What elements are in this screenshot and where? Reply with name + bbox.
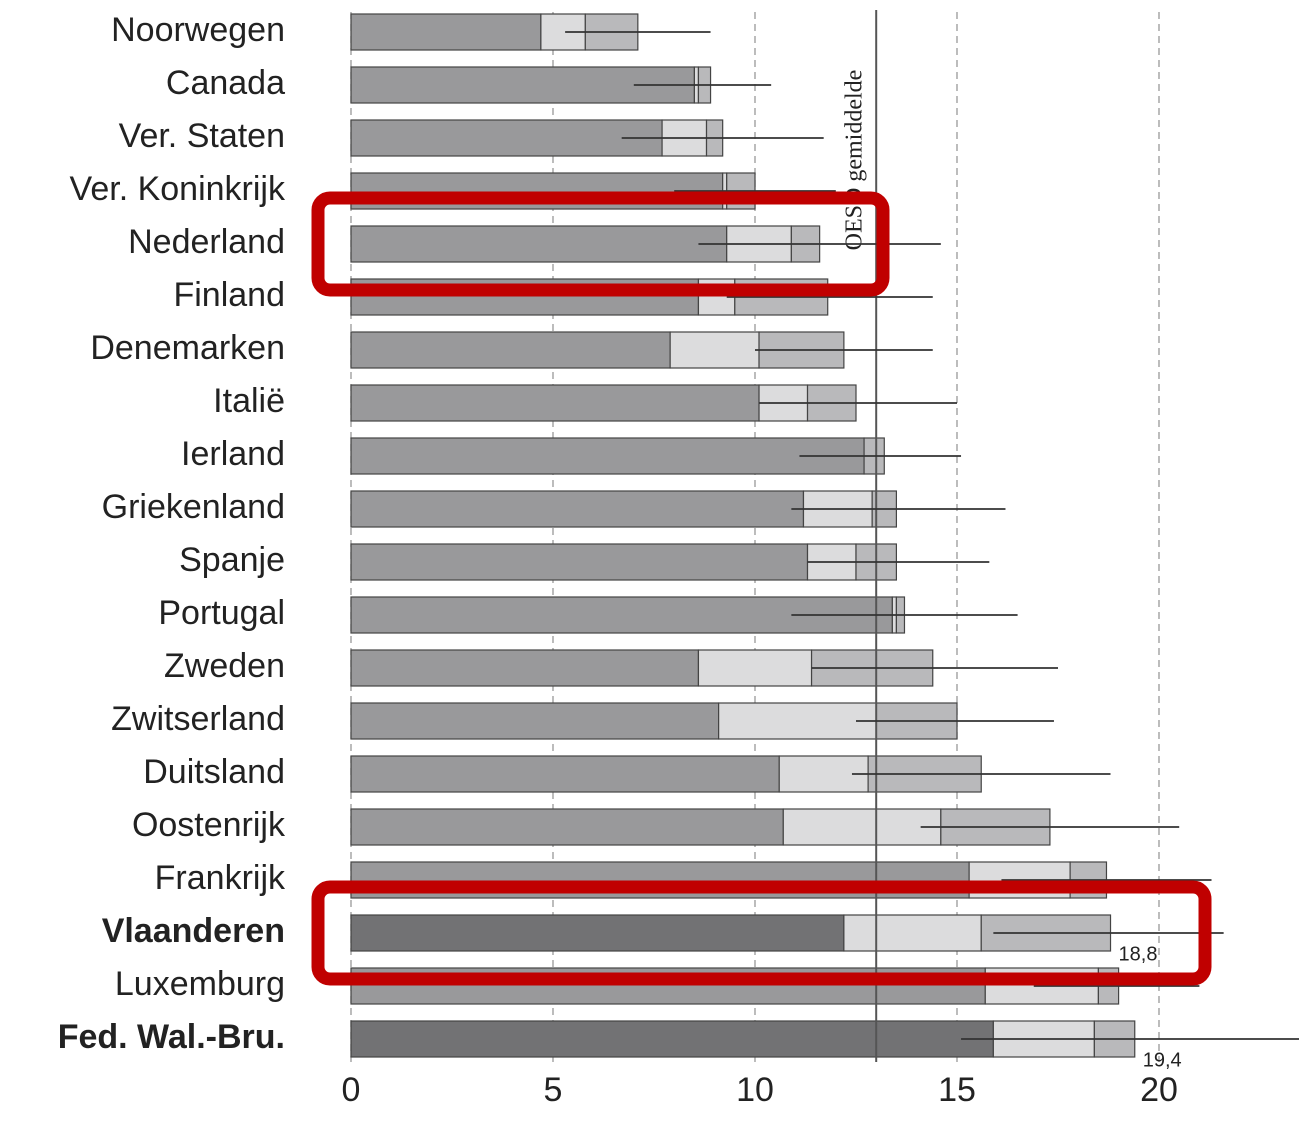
y-tick-label: Luxemburg — [115, 965, 285, 1003]
bar-segment — [843, 914, 982, 952]
bar-segment — [350, 13, 542, 51]
y-tick-label: Ver. Staten — [119, 117, 285, 155]
value-label: 18,8 — [1119, 943, 1158, 965]
reference-label: OESO gemiddelde — [842, 70, 868, 251]
y-tick-label: Frankrijk — [155, 859, 286, 897]
y-tick-label: Zwitserland — [111, 700, 285, 738]
bar-segment — [350, 649, 700, 687]
x-tick-label: 0 — [342, 1071, 361, 1109]
y-tick-label: Griekenland — [102, 488, 285, 526]
bar-segment — [350, 914, 845, 952]
y-tick-label: Vlaanderen — [102, 912, 285, 950]
x-tick-label: 10 — [736, 1071, 774, 1109]
bar-segment — [697, 649, 813, 687]
y-tick-label: Spanje — [179, 541, 285, 579]
highlight-box — [311, 191, 890, 297]
value-label: 19,4 — [1143, 1049, 1182, 1071]
y-tick-label: Portugal — [158, 594, 285, 632]
y-tick-label: Duitsland — [143, 753, 285, 791]
x-tick-label: 15 — [938, 1071, 976, 1109]
y-tick-label: Fed. Wal.-Bru. — [58, 1018, 285, 1056]
x-tick-label: 5 — [544, 1071, 563, 1109]
bar-segment — [350, 490, 805, 528]
x-tick-label: 20 — [1140, 1071, 1178, 1109]
highlight-box — [311, 880, 1212, 986]
y-tick-label: Nederland — [128, 223, 285, 261]
y-tick-label: Ver. Koninkrijk — [70, 170, 286, 208]
bar-segment — [350, 702, 720, 740]
y-tick-label: Finland — [173, 276, 285, 314]
y-tick-label: Ierland — [181, 435, 285, 473]
y-tick-label: Oostenrijk — [132, 806, 286, 844]
bar-segment — [782, 808, 942, 846]
bar-segment — [350, 225, 728, 263]
bar-segment — [350, 331, 671, 369]
bar-segment — [350, 437, 865, 475]
bar-segment — [350, 808, 784, 846]
y-tick-label: Canada — [166, 64, 285, 102]
y-tick-label: Zweden — [164, 647, 285, 685]
bar-segment — [350, 1020, 994, 1058]
y-tick-label: Denemarken — [90, 329, 285, 367]
bar-segment — [350, 543, 809, 581]
y-tick-label: Noorwegen — [111, 11, 285, 49]
bar-segment — [718, 702, 877, 740]
y-tick-label: Italië — [213, 382, 285, 420]
bar-segment — [350, 755, 780, 793]
bar-segment — [350, 384, 760, 422]
bar-segment — [669, 331, 760, 369]
bar-segment — [350, 119, 663, 157]
